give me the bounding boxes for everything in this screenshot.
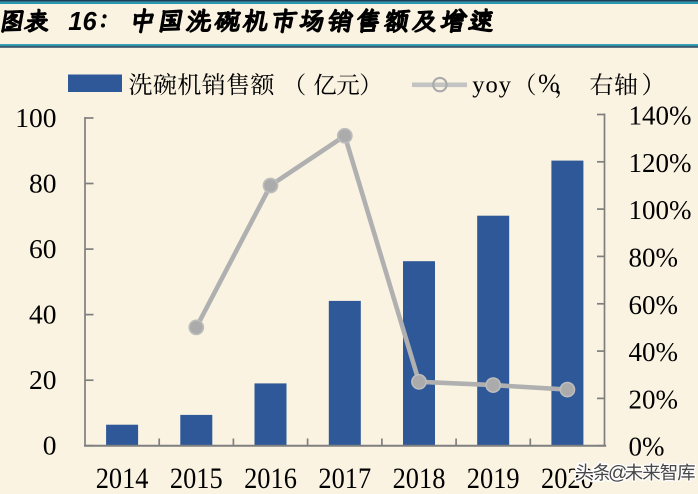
svg-text:40: 40 (29, 299, 57, 330)
svg-text:%: % (538, 69, 560, 98)
svg-text:2018: 2018 (393, 462, 446, 494)
svg-text:2014: 2014 (96, 462, 149, 494)
svg-text:60%: 60% (629, 290, 679, 320)
svg-text:20: 20 (29, 364, 57, 395)
svg-text:100%: 100% (629, 195, 692, 225)
svg-text:140%: 140% (629, 101, 692, 131)
svg-text:40%: 40% (629, 337, 679, 367)
svg-text:20%: 20% (629, 384, 679, 414)
svg-text:100: 100 (15, 102, 56, 133)
svg-text:2017: 2017 (318, 462, 371, 494)
svg-text:yoy: yoy (472, 71, 512, 98)
svg-text:2015: 2015 (170, 462, 223, 494)
svg-text:@: @ (608, 462, 628, 484)
svg-text:80%: 80% (629, 242, 679, 272)
svg-text:2016: 2016 (244, 462, 297, 494)
svg-text:2019: 2019 (467, 462, 520, 494)
svg-text:120%: 120% (629, 148, 692, 178)
svg-text:0%: 0% (629, 432, 665, 462)
svg-text:80: 80 (29, 168, 57, 199)
svg-text:16: 16 (68, 8, 97, 36)
svg-text:0: 0 (43, 430, 57, 461)
svg-text:60: 60 (29, 233, 57, 264)
